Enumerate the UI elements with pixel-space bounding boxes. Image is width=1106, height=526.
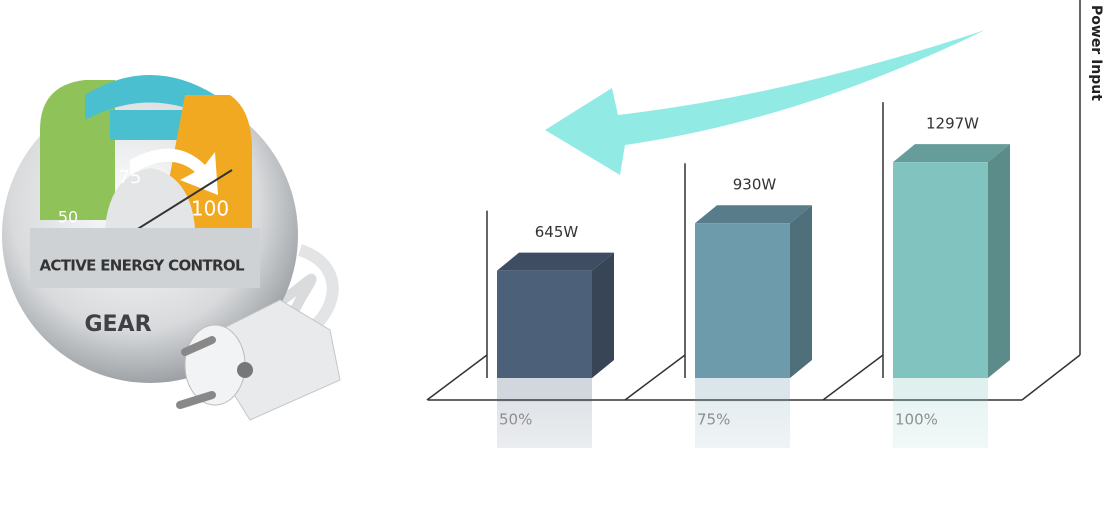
bar-top: [695, 205, 812, 224]
plot: 645W50%930W75%1297W100%: [426, 102, 1081, 526]
floor-line: [1021, 354, 1081, 401]
gauge-blue: [85, 75, 215, 120]
bar-side: [988, 144, 1010, 378]
gauge-brand: GEAR: [84, 312, 151, 337]
bar-top: [497, 252, 614, 271]
bar-side: [592, 252, 614, 378]
floor-line: [426, 354, 488, 401]
gauge-arrow: [130, 148, 218, 195]
gauge-label: 100: [191, 197, 229, 221]
value-label: 1297W: [926, 115, 979, 133]
bar: [893, 162, 988, 378]
value-label: 930W: [733, 176, 777, 194]
plug: [176, 299, 341, 421]
y-axis-label: Power Input: [1088, 5, 1104, 101]
floor-line: [822, 354, 884, 401]
floor-line: [624, 354, 686, 401]
bar: [695, 223, 790, 378]
bar-top: [893, 144, 1010, 163]
gauge-label: 50: [58, 208, 78, 227]
gauge-green: [40, 80, 115, 220]
bar: [497, 270, 592, 378]
trend-arrow: [545, 30, 985, 175]
gauge-label: 75: [119, 167, 142, 188]
value-label: 645W: [535, 223, 579, 241]
gauge-hub: [105, 168, 195, 228]
gauge-title: ACTIVE ENERGY CONTROL: [40, 257, 245, 275]
gauge: 50 75 100 ACTIVE ENERGY CONTROL GEAR: [2, 75, 341, 421]
reflection-fade: [480, 402, 1040, 526]
gauge-blue: [110, 110, 190, 140]
bar-side: [790, 205, 812, 378]
gauge-plate: [30, 228, 260, 288]
